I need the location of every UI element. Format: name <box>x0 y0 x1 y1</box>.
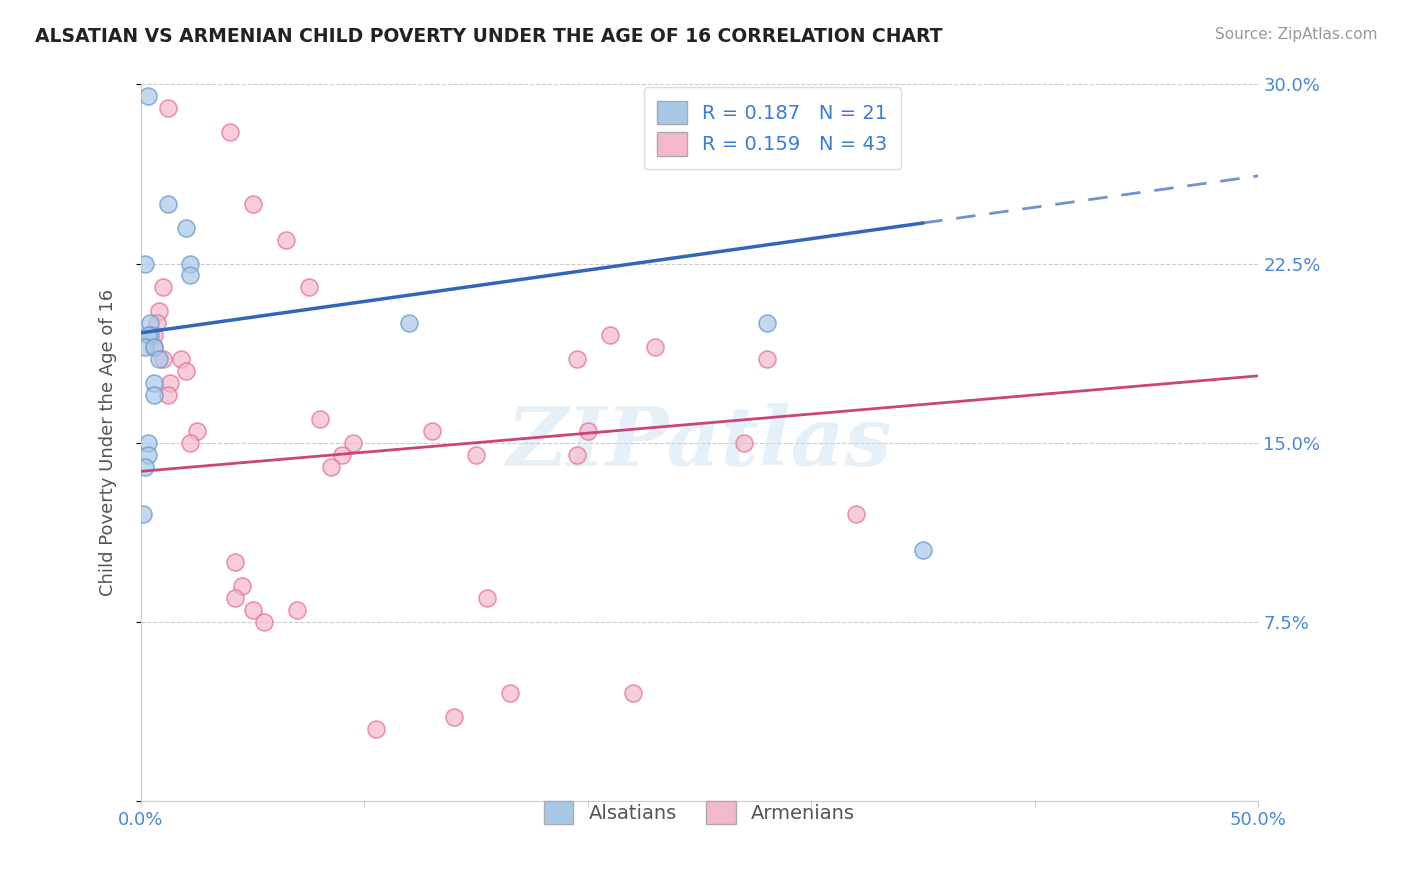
Point <box>912 543 935 558</box>
Point <box>621 686 644 700</box>
Point <box>136 89 159 103</box>
Point <box>420 424 443 438</box>
Point <box>287 603 309 617</box>
Point <box>148 304 170 318</box>
Point <box>644 340 666 354</box>
Point <box>179 256 201 270</box>
Point <box>477 591 499 605</box>
Point <box>330 448 353 462</box>
Point <box>134 340 156 354</box>
Point <box>143 340 166 354</box>
Point <box>755 316 778 330</box>
Point <box>170 352 193 367</box>
Text: ZIPatlas: ZIPatlas <box>508 402 893 483</box>
Text: Source: ZipAtlas.com: Source: ZipAtlas.com <box>1215 27 1378 42</box>
Point <box>136 448 159 462</box>
Point <box>179 268 201 283</box>
Point <box>755 352 778 367</box>
Legend: Alsatians, Armenians: Alsatians, Armenians <box>534 791 865 834</box>
Point <box>599 328 621 343</box>
Point <box>565 352 588 367</box>
Point <box>132 508 155 522</box>
Point <box>143 388 166 402</box>
Point <box>342 435 364 450</box>
Point <box>152 280 174 294</box>
Point <box>174 364 197 378</box>
Point <box>242 603 264 617</box>
Point <box>139 328 162 343</box>
Point <box>319 459 342 474</box>
Point <box>143 376 166 390</box>
Point <box>276 233 298 247</box>
Point <box>134 459 156 474</box>
Point <box>576 424 599 438</box>
Point <box>148 352 170 367</box>
Point <box>364 723 387 737</box>
Point <box>136 435 159 450</box>
Point <box>465 448 488 462</box>
Point <box>499 686 522 700</box>
Point <box>308 411 330 425</box>
Point <box>565 448 588 462</box>
Point <box>156 197 179 211</box>
Point <box>143 328 166 343</box>
Point <box>134 256 156 270</box>
Point <box>219 125 242 139</box>
Point <box>398 316 420 330</box>
Point <box>443 710 465 724</box>
Point <box>136 328 159 343</box>
Point <box>145 316 167 330</box>
Point <box>845 508 868 522</box>
Point <box>156 101 179 115</box>
Point <box>253 615 276 629</box>
Point <box>174 220 197 235</box>
Point <box>152 352 174 367</box>
Point <box>224 591 246 605</box>
Point <box>143 340 166 354</box>
Point <box>242 197 264 211</box>
Point <box>231 579 253 593</box>
Point <box>666 149 689 163</box>
Y-axis label: Child Poverty Under the Age of 16: Child Poverty Under the Age of 16 <box>100 289 117 596</box>
Point <box>156 388 179 402</box>
Point <box>186 424 208 438</box>
Point <box>733 435 755 450</box>
Text: ALSATIAN VS ARMENIAN CHILD POVERTY UNDER THE AGE OF 16 CORRELATION CHART: ALSATIAN VS ARMENIAN CHILD POVERTY UNDER… <box>35 27 942 45</box>
Point <box>297 280 319 294</box>
Point <box>139 316 162 330</box>
Point <box>224 555 246 569</box>
Point <box>179 435 201 450</box>
Point <box>159 376 181 390</box>
